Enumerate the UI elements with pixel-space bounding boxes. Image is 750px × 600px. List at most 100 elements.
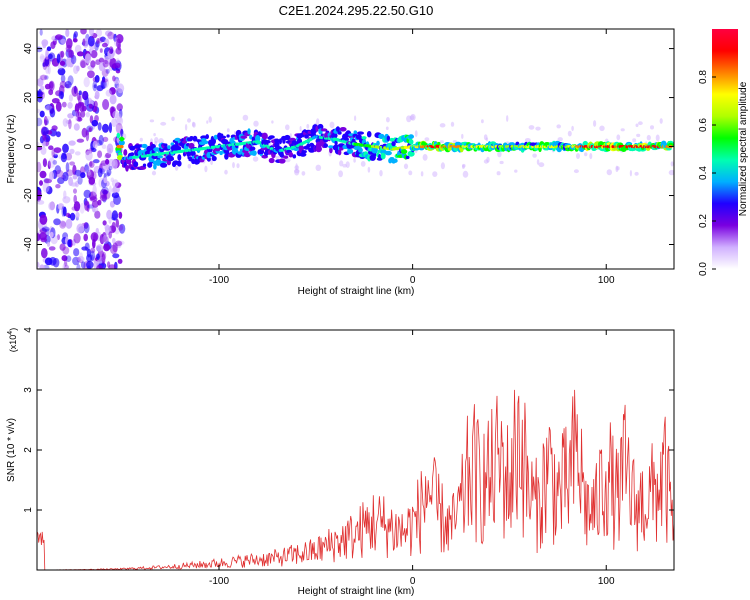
faint-blob	[342, 163, 347, 168]
noise-blob	[84, 163, 90, 174]
noise-blob	[47, 65, 51, 75]
noise-blob	[96, 38, 100, 44]
noise-blob	[42, 181, 50, 193]
faint-blob	[481, 119, 484, 124]
y-tick-label: 1	[23, 507, 34, 513]
faint-blob	[632, 138, 637, 143]
noise-blob	[109, 57, 117, 69]
noise-blob	[59, 243, 66, 251]
faint-blob	[403, 163, 409, 170]
ridge-blob	[251, 150, 257, 156]
faint-blob	[646, 134, 651, 141]
noise-blob	[102, 76, 106, 83]
noise-blob	[83, 189, 92, 199]
faint-blob	[192, 122, 196, 128]
noise-blob	[109, 94, 117, 105]
noise-blob	[67, 102, 73, 109]
faint-blob	[650, 125, 654, 130]
noise-blob	[40, 237, 48, 243]
faint-blob	[589, 153, 593, 160]
ridge-blob	[282, 138, 286, 144]
noise-blob	[90, 254, 94, 262]
noise-blob	[118, 108, 123, 119]
faint-blob	[573, 169, 579, 174]
faint-blob	[139, 137, 143, 142]
ridge-blob	[509, 142, 515, 146]
noise-blob	[62, 171, 69, 182]
noise-blob	[51, 125, 58, 131]
noise-blob	[76, 138, 85, 143]
noise-blob	[81, 105, 87, 112]
x-tick-label: 100	[598, 275, 615, 286]
colorbar-tick-label: 0.2	[698, 214, 709, 228]
noise-blob	[101, 186, 109, 195]
ridge-core	[120, 145, 124, 149]
noise-blob	[101, 78, 108, 83]
ridge-blob	[177, 154, 182, 161]
faint-blob	[538, 162, 545, 168]
faint-blob	[638, 121, 643, 126]
noise-blob	[37, 117, 43, 127]
ridge-blob	[126, 159, 132, 165]
noise-blob	[73, 123, 80, 131]
noise-blob	[44, 178, 52, 184]
noise-blob	[96, 253, 100, 260]
noise-blob	[80, 261, 86, 269]
noise-blob	[102, 59, 109, 68]
noise-blob	[62, 143, 69, 153]
noise-blob	[60, 38, 67, 45]
noise-blob	[45, 116, 51, 121]
noise-blob	[89, 161, 93, 167]
faint-blob	[275, 155, 280, 159]
noise-blob	[45, 63, 50, 74]
noise-blob	[37, 261, 40, 268]
noise-blob	[41, 39, 49, 47]
ridge-blob	[278, 158, 286, 164]
noise-blob	[85, 150, 93, 161]
noise-blob	[87, 70, 95, 79]
noise-blob	[90, 247, 96, 254]
faint-blob	[606, 169, 612, 176]
spectrogram-frame	[36, 28, 675, 270]
ridge-blob	[170, 142, 175, 146]
snr-plot-area	[37, 330, 674, 570]
noise-blob	[92, 206, 96, 213]
noise-blob	[45, 48, 49, 60]
noise-blob	[57, 177, 65, 185]
noise-blob	[107, 159, 116, 168]
colorbar-gradient	[712, 29, 738, 269]
faint-blob	[306, 124, 310, 129]
noise-blob	[56, 53, 61, 64]
faint-blob	[285, 124, 290, 131]
ridge-blob	[189, 136, 194, 140]
noise-blob	[49, 171, 54, 181]
noise-blob	[37, 46, 43, 53]
noise-blob	[100, 79, 107, 90]
noise-blob	[49, 108, 56, 118]
faint-blob	[153, 133, 156, 137]
noise-blob	[49, 231, 54, 238]
noise-blob	[83, 222, 89, 229]
ridge-blob	[284, 134, 291, 141]
faint-blob	[616, 134, 621, 141]
noise-blob	[48, 201, 55, 211]
noise-blob	[75, 211, 80, 219]
noise-blob	[112, 253, 120, 259]
noise-blob	[95, 59, 101, 65]
noise-blob	[55, 131, 61, 138]
noise-blob	[99, 188, 108, 199]
ridge-blob	[265, 140, 271, 144]
ridge-blob	[391, 141, 396, 147]
noise-blob	[41, 126, 49, 136]
noise-blob	[55, 101, 62, 112]
noise-blob	[51, 98, 60, 104]
noise-blob	[105, 158, 110, 165]
noise-blob	[116, 38, 121, 49]
noise-blob	[37, 200, 45, 205]
ridge-blob	[142, 163, 147, 168]
noise-blob	[65, 119, 72, 124]
ridge-blob	[167, 157, 175, 161]
faint-blob	[406, 115, 412, 123]
faint-blob	[232, 162, 235, 169]
faint-blob	[408, 170, 413, 176]
